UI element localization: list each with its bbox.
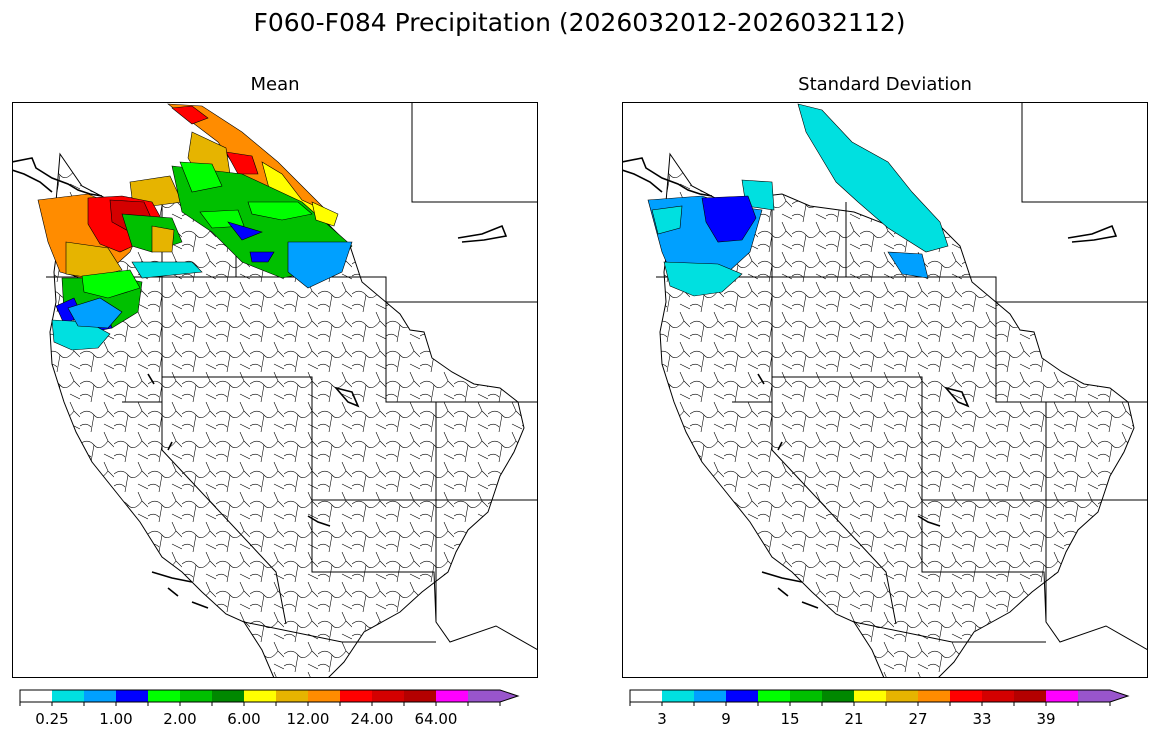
- map-frame: [12, 102, 538, 678]
- colorbar-tick-label: 33: [972, 710, 992, 728]
- colorbar-segment: [790, 690, 822, 702]
- colorbar-tick-label: 15: [780, 710, 800, 728]
- colorbar-segment: [308, 690, 340, 702]
- colorbar-segment: [662, 690, 694, 702]
- colorbar-segment: [148, 690, 180, 702]
- precip-fill-mean: [37, 103, 353, 351]
- std-colorbar: [629, 689, 1130, 706]
- colorbar-segment: [726, 690, 758, 702]
- mean-colorbar: [19, 689, 520, 706]
- colorbar-segment: [84, 690, 116, 702]
- colorbar-segment: [244, 690, 276, 702]
- colorbar-segment: [468, 690, 518, 702]
- figure-title: F060-F084 Precipitation (2026032012-2026…: [253, 8, 906, 37]
- mean-map: [12, 102, 538, 678]
- colorbar-tick-label: 6.00: [227, 710, 261, 728]
- colorbar-segment: [1078, 690, 1128, 702]
- std-map: [622, 102, 1148, 678]
- colorbar-segment: [854, 690, 886, 702]
- colorbar-tick-label: 3: [657, 710, 667, 728]
- colorbar-tick-label: 39: [1036, 710, 1056, 728]
- colorbar-segment: [694, 690, 726, 702]
- colorbar-tick-label: 27: [908, 710, 928, 728]
- colorbar-tick-label: 2.00: [163, 710, 197, 728]
- colorbar-outline: [629, 689, 1130, 703]
- colorbar-outline: [19, 689, 520, 703]
- colorbar-segment: [950, 690, 982, 702]
- colorbar-segment: [20, 690, 52, 702]
- coastline-water: [12, 157, 508, 609]
- colorbar-segment: [404, 690, 436, 702]
- colorbar-segment: [822, 690, 854, 702]
- colorbar-segment: [758, 690, 790, 702]
- colorbar-segment: [630, 690, 662, 702]
- colorbar-segment: [340, 690, 372, 702]
- colorbar-tick-label: 24.00: [350, 710, 394, 728]
- colorbar-segment: [1014, 690, 1046, 702]
- colorbar-segment: [436, 690, 468, 702]
- panel-title-std: Standard Deviation: [798, 74, 972, 95]
- colorbar-tick-label: 12.00: [286, 710, 330, 728]
- colorbar-tick-label: 21: [844, 710, 864, 728]
- colorbar-segment: [180, 690, 212, 702]
- colorbar-tick-label: 0.25: [35, 710, 69, 728]
- map-frame: [622, 102, 1148, 678]
- colorbar-segment: [276, 690, 308, 702]
- colorbar-segment: [1046, 690, 1078, 702]
- coastline-water: [622, 157, 1118, 609]
- colorbar-tick-label: 9: [721, 710, 731, 728]
- colorbar-tick-label: 1.00: [99, 710, 133, 728]
- colorbar-tick-label: 64.00: [414, 710, 458, 728]
- colorbar-segment: [52, 690, 84, 702]
- colorbar-segment: [918, 690, 950, 702]
- precip-fill-std: [647, 103, 949, 297]
- colorbar-segment: [886, 690, 918, 702]
- colorbar-segment: [212, 690, 244, 702]
- land-basins: [659, 152, 1135, 678]
- colorbar-segment: [982, 690, 1014, 702]
- colorbar-segment: [372, 690, 404, 702]
- colorbar-segment: [116, 690, 148, 702]
- panel-title-mean: Mean: [250, 74, 300, 95]
